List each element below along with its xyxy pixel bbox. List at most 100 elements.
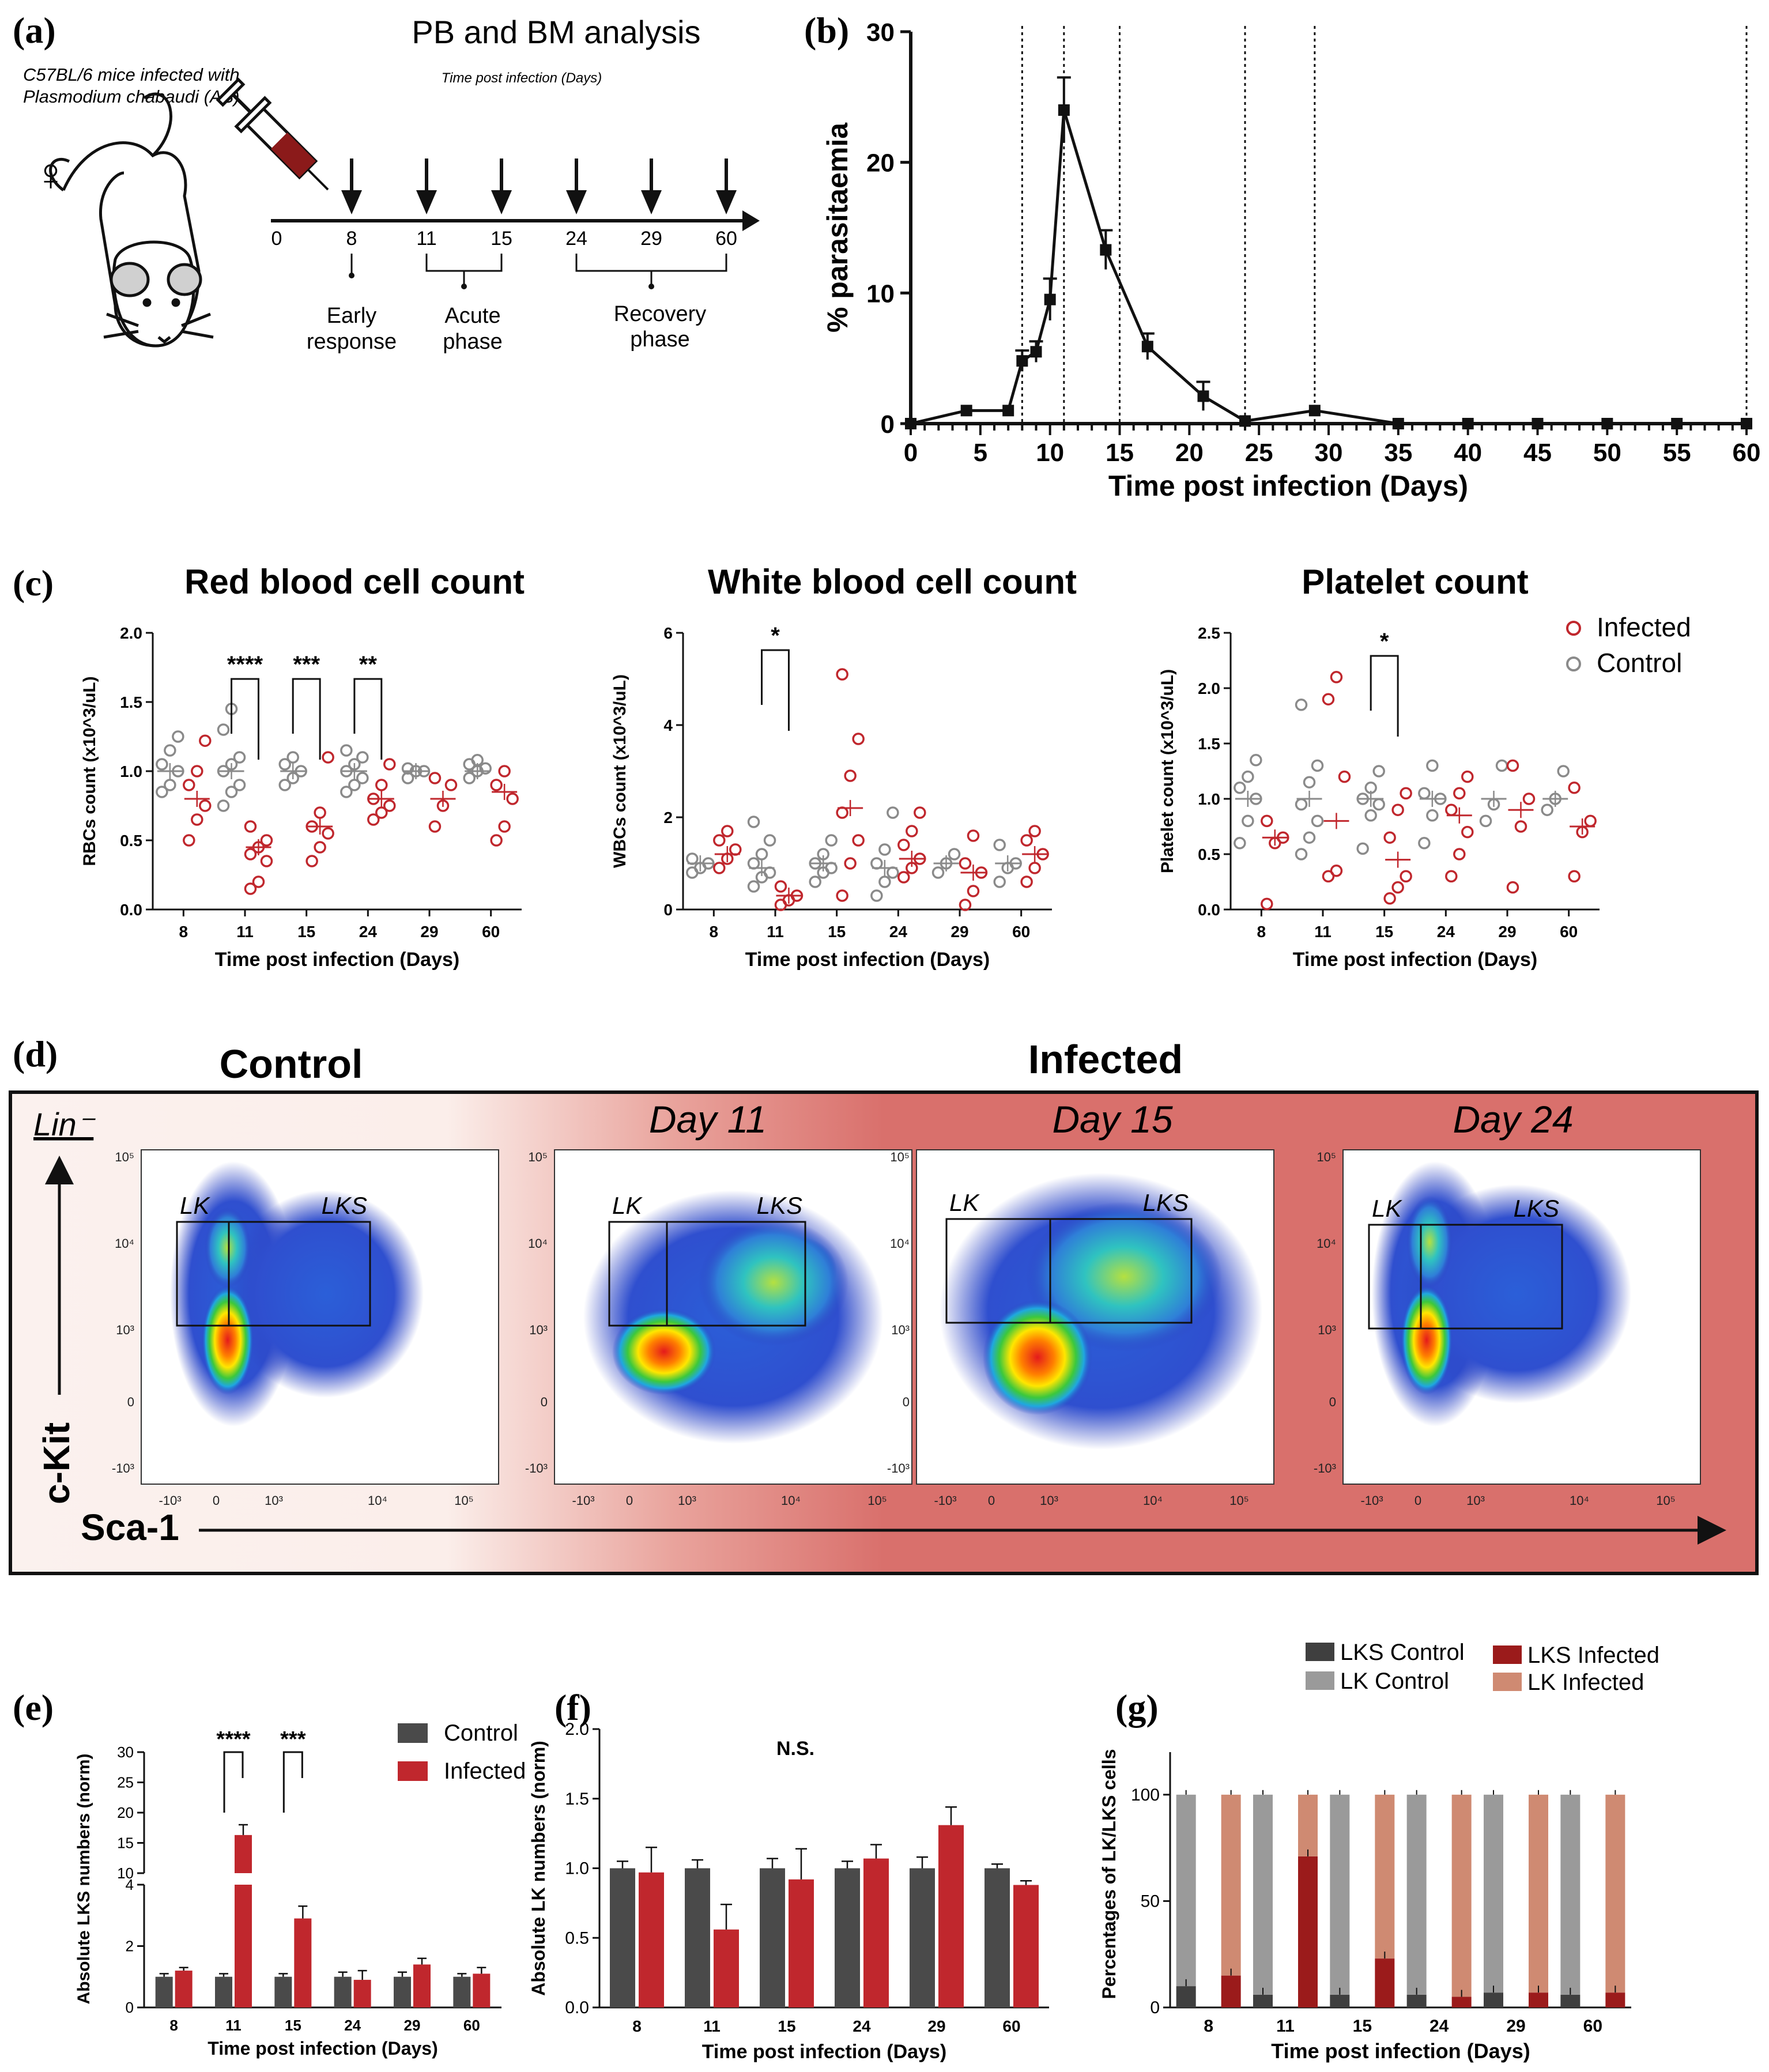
c2-point-infected — [844, 769, 857, 782]
c1-point-infected — [191, 765, 203, 778]
recovery-phase-bracket — [575, 254, 727, 285]
g-legend-swatch-lk-infected — [1493, 1673, 1522, 1691]
c2-point-infected — [1028, 825, 1041, 837]
b-x-tick-label: 30 — [1315, 439, 1343, 467]
lks-gate-day11 — [666, 1221, 806, 1327]
flow-y-tick-label: 0 — [1329, 1395, 1336, 1409]
c2-x-tick-label: 24 — [889, 923, 908, 941]
c2-title: White blood cell count — [708, 563, 1077, 601]
mouse-label-line2: Plasmodium chabaudi (AS) — [23, 86, 240, 107]
f-x-axis-label: Time post infection (Days) — [702, 2041, 946, 2063]
c1-point-infected — [498, 820, 511, 833]
c3-point-control — [1234, 782, 1246, 794]
e-y-tick-label: 15 — [117, 1835, 134, 1852]
b-data-point — [1100, 244, 1112, 256]
c2-y-tick-label: 4 — [663, 716, 673, 734]
c3-y-tick-label: 0.5 — [1198, 846, 1220, 863]
panel-label-c: (c) — [13, 563, 54, 603]
c2-point-control — [993, 875, 1006, 888]
c2-point-infected — [897, 839, 910, 851]
g-y-tick-label: 0 — [1150, 1998, 1160, 2017]
c2-point-control — [870, 889, 883, 902]
g-bar-lks-control — [1253, 1994, 1273, 2007]
g-bar-lks-infected — [1451, 1996, 1472, 2007]
c3-point-control — [1418, 837, 1431, 850]
e-bar-infected-lower — [235, 1885, 252, 2007]
flow-density-cloud — [1026, 1202, 1222, 1352]
c1-x-tick-label: 29 — [420, 923, 438, 941]
panel-label-f: (f) — [555, 1687, 591, 1728]
e-x-tick-label: 11 — [225, 2017, 242, 2034]
c2-y-tick-label: 0 — [663, 901, 673, 919]
b-data-point — [1671, 418, 1683, 429]
e-y-tick-label: 30 — [117, 1743, 134, 1761]
c2-point-infected — [836, 889, 848, 902]
c1-point-infected — [444, 779, 458, 791]
c2-y-tick-label: 2 — [663, 809, 673, 826]
b-y-tick-label: 0 — [881, 410, 895, 439]
c3-point-control — [1495, 759, 1508, 772]
g-legend-label-lks-infected: LKS Infected — [1527, 1643, 1659, 1668]
c1-point-control — [156, 786, 168, 798]
flow-y-tick-label: 10³ — [891, 1323, 910, 1337]
flow-x-tick-label: 10⁵ — [454, 1493, 474, 1508]
panel-a-subtitle: Time post infection (Days) — [442, 70, 602, 86]
b-data-point — [905, 418, 916, 429]
g-y-axis-label: Percentages of LK/LKS cells — [1099, 1749, 1119, 1999]
day24-label: Day 24 — [1453, 1098, 1573, 1141]
e-y-tick-label: 2 — [126, 1938, 134, 1955]
c1-significance-bracket — [292, 678, 321, 760]
b-data-point — [1462, 418, 1474, 429]
c3-point-control — [1303, 776, 1316, 788]
c1-x-tick-label: 15 — [297, 923, 315, 941]
b-data-point — [1058, 104, 1070, 116]
c1-point-control — [463, 772, 476, 784]
c1-x-axis-label: Time post infection (Days) — [215, 949, 459, 971]
c3-point-infected — [1391, 803, 1404, 816]
c3-point-control — [1311, 814, 1324, 828]
b-x-tick-label: 40 — [1454, 439, 1482, 467]
b-data-point — [1601, 418, 1613, 429]
c1-point-infected — [383, 799, 396, 812]
c1-point-infected — [322, 827, 334, 840]
c1-point-infected — [322, 751, 334, 764]
f-x-tick-label: 11 — [703, 2017, 721, 2035]
e-y-tick-label: 4 — [126, 1876, 134, 1893]
syringe-icon — [216, 77, 329, 191]
c1-significance-label: *** — [293, 652, 320, 677]
flow-y-tick-label: 10⁵ — [115, 1150, 134, 1164]
g-bar-lk-infected — [1375, 1794, 1395, 1959]
f-y-tick-label: 0.5 — [565, 1928, 589, 1948]
flow-y-tick-label: 10⁵ — [1317, 1150, 1336, 1164]
c2-x-tick-label: 11 — [767, 923, 784, 941]
c2-point-control — [763, 866, 776, 879]
f-x-tick-label: 15 — [778, 2017, 795, 2035]
f-x-tick-label: 24 — [853, 2017, 871, 2035]
f-bar-control — [760, 1868, 785, 2007]
c3-point-infected — [1261, 897, 1273, 911]
timeline-tick-11: 11 — [416, 228, 436, 250]
c3-significance-label: * — [1380, 629, 1389, 654]
mouse-label-line1: C57BL/6 mice infected with — [23, 65, 240, 85]
c1-x-tick-label: 24 — [359, 923, 378, 941]
c1-point-control — [278, 779, 291, 791]
g-bar-lks-control — [1176, 1986, 1196, 2007]
c3-point-infected — [1522, 792, 1536, 805]
c3-x-tick-label: 15 — [1375, 923, 1393, 941]
c3-point-infected — [1383, 892, 1396, 905]
c1-point-infected — [490, 834, 503, 847]
c3-point-control — [1418, 787, 1431, 800]
g-y-tick-label: 100 — [1131, 1786, 1160, 1805]
c2-x-tick-label: 29 — [950, 923, 968, 941]
c2-point-infected — [906, 825, 918, 837]
c3-y-axis-label: Platelet count (x10^3/uL) — [1158, 669, 1177, 873]
b-x-tick-label: 45 — [1523, 439, 1552, 467]
c2-point-infected — [852, 733, 865, 745]
g-bar-lks-control — [1406, 1994, 1427, 2007]
panel-label-a: (a) — [13, 10, 56, 51]
c3-y-tick-label: 0.0 — [1198, 901, 1220, 919]
c3-point-control — [1479, 814, 1492, 828]
c2-point-infected — [729, 843, 742, 856]
flow-plot-day24: LK LKS 10⁵ 10⁴ 10³ 0 -10³ -10³ 0 10³ 10⁴ 10⁵ — [1314, 1149, 1701, 1508]
c1-significance-label: **** — [227, 652, 263, 677]
